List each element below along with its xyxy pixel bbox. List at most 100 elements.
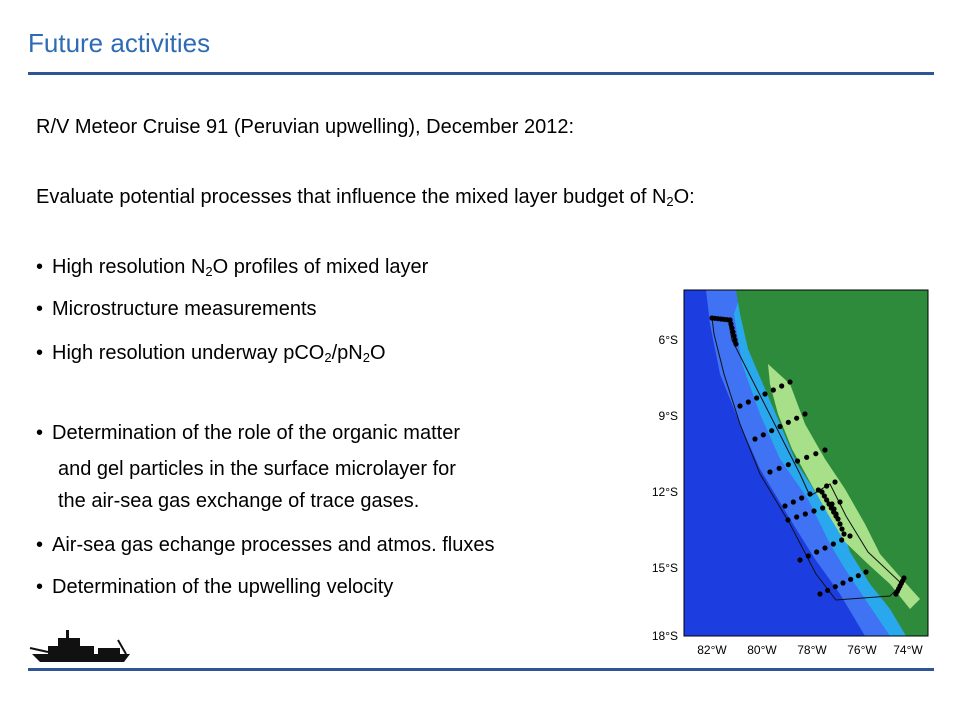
station-dot	[745, 399, 751, 405]
station-dot	[794, 514, 800, 520]
ship-icon	[29, 630, 130, 662]
evaluate-text: Evaluate potential processes that influe…	[36, 186, 667, 208]
bullet-n2o-profiles: • High resolution N2O profiles of mixed l…	[36, 256, 428, 279]
station-dot	[841, 531, 847, 537]
cruise-description: R/V Meteor Cruise 91 (Peruvian upwelling…	[36, 116, 575, 138]
station-dot	[817, 591, 823, 597]
station-dot	[802, 411, 808, 417]
station-dot	[807, 491, 813, 497]
station-dot	[770, 387, 776, 393]
station-dot	[819, 489, 825, 495]
station-dot	[814, 549, 820, 555]
bullet-dot: •	[36, 576, 44, 598]
evaluate-statement: Evaluate potential processes that influe…	[36, 186, 695, 209]
bullet-text-end: O profiles of mixed layer	[212, 256, 429, 278]
station-dot	[822, 545, 828, 551]
station-dot	[752, 436, 758, 442]
bullet-text: Air-sea gas echange processes and atmos.…	[52, 534, 495, 556]
bullet-text: Microstructure measurements	[52, 298, 317, 320]
station-dot	[802, 511, 808, 517]
station-dot	[790, 499, 796, 505]
station-dot	[832, 479, 838, 485]
station-dot	[840, 580, 846, 586]
subscript: 2	[362, 350, 370, 365]
station-dot	[837, 521, 843, 527]
lat-label: 12°S	[652, 485, 678, 499]
bullet-dot: •	[36, 534, 44, 556]
bullet-organic-matter: • Determination of the role of the organi…	[36, 422, 460, 445]
station-dot	[848, 576, 854, 582]
lon-label: 80°W	[747, 643, 777, 657]
station-dot	[821, 493, 827, 499]
bullet-dot: •	[36, 298, 44, 320]
bullet-dot: •	[36, 256, 44, 278]
station-dot	[776, 465, 782, 471]
station-dot	[901, 575, 907, 581]
station-dot	[799, 495, 805, 501]
station-dot	[733, 341, 739, 347]
station-dot	[830, 541, 836, 547]
station-dot	[828, 505, 834, 511]
station-dot	[839, 526, 845, 532]
cruise-track-map: 6°S 9°S 12°S 15°S 18°S 82°W 80°W 78°W 76…	[640, 284, 940, 664]
bullet-text: High resolution N	[52, 256, 206, 278]
station-dot	[811, 508, 817, 514]
station-dot	[727, 317, 733, 323]
station-dot	[824, 497, 830, 503]
station-dot	[832, 584, 838, 590]
station-dot	[797, 557, 803, 563]
station-dot	[785, 419, 791, 425]
bullet-upwelling: • Determination of the upwelling velocity	[36, 576, 393, 599]
bullet-dot: •	[36, 422, 44, 444]
bullet-text: Determination of the role of the organic…	[52, 422, 460, 444]
station-dot	[787, 379, 793, 385]
lon-label: 76°W	[847, 643, 877, 657]
station-dot	[782, 503, 788, 509]
station-dot	[729, 325, 735, 331]
lat-label: 15°S	[652, 561, 678, 575]
station-dot	[804, 454, 810, 460]
station-dot	[785, 462, 791, 468]
bullet-dot: •	[36, 342, 44, 364]
title-divider	[28, 72, 934, 75]
station-dot	[728, 321, 734, 327]
station-dot	[769, 428, 775, 434]
station-dot	[779, 383, 785, 389]
bullet-text-end: O	[369, 342, 386, 364]
bullet-text-mid: /pN	[331, 342, 363, 364]
map-land-low	[736, 290, 928, 636]
station-dot	[732, 337, 738, 343]
station-dot	[777, 423, 783, 430]
station-dot	[794, 458, 801, 464]
station-dot	[760, 432, 766, 438]
station-dot	[824, 483, 830, 489]
station-dot	[794, 415, 800, 421]
station-dot	[737, 403, 743, 409]
evaluate-text-end: O:	[673, 186, 695, 208]
station-dot	[767, 469, 773, 475]
station-dot	[731, 333, 737, 339]
lon-label: 74°W	[893, 643, 923, 657]
bullet-continuation: the air-sea gas exchange of trace gases.	[58, 490, 420, 512]
station-dot	[855, 573, 861, 579]
station-dot	[762, 391, 768, 397]
slide-title: Future activities	[28, 28, 211, 58]
station-dot	[839, 537, 845, 543]
station-dot	[847, 533, 853, 539]
station-dot	[813, 451, 819, 457]
cruise-stations	[709, 315, 907, 597]
bullet-text: Determination of the upwelling velocity	[52, 576, 394, 598]
lat-label: 9°S	[659, 409, 678, 423]
footer-divider	[28, 668, 934, 671]
station-dot	[820, 505, 826, 511]
station-dot	[826, 501, 832, 507]
station-dot	[825, 587, 831, 593]
station-dot	[805, 553, 811, 559]
bullet-text: High resolution underway pCO	[52, 342, 325, 364]
bullet-microstructure: • Microstructure measurements	[36, 298, 317, 321]
station-dot	[754, 395, 760, 401]
bullet-air-sea: • Air-sea gas echange processes and atmos…	[36, 534, 494, 557]
map-land-high	[768, 364, 920, 609]
lat-label: 6°S	[659, 333, 678, 347]
station-dot	[833, 513, 839, 519]
